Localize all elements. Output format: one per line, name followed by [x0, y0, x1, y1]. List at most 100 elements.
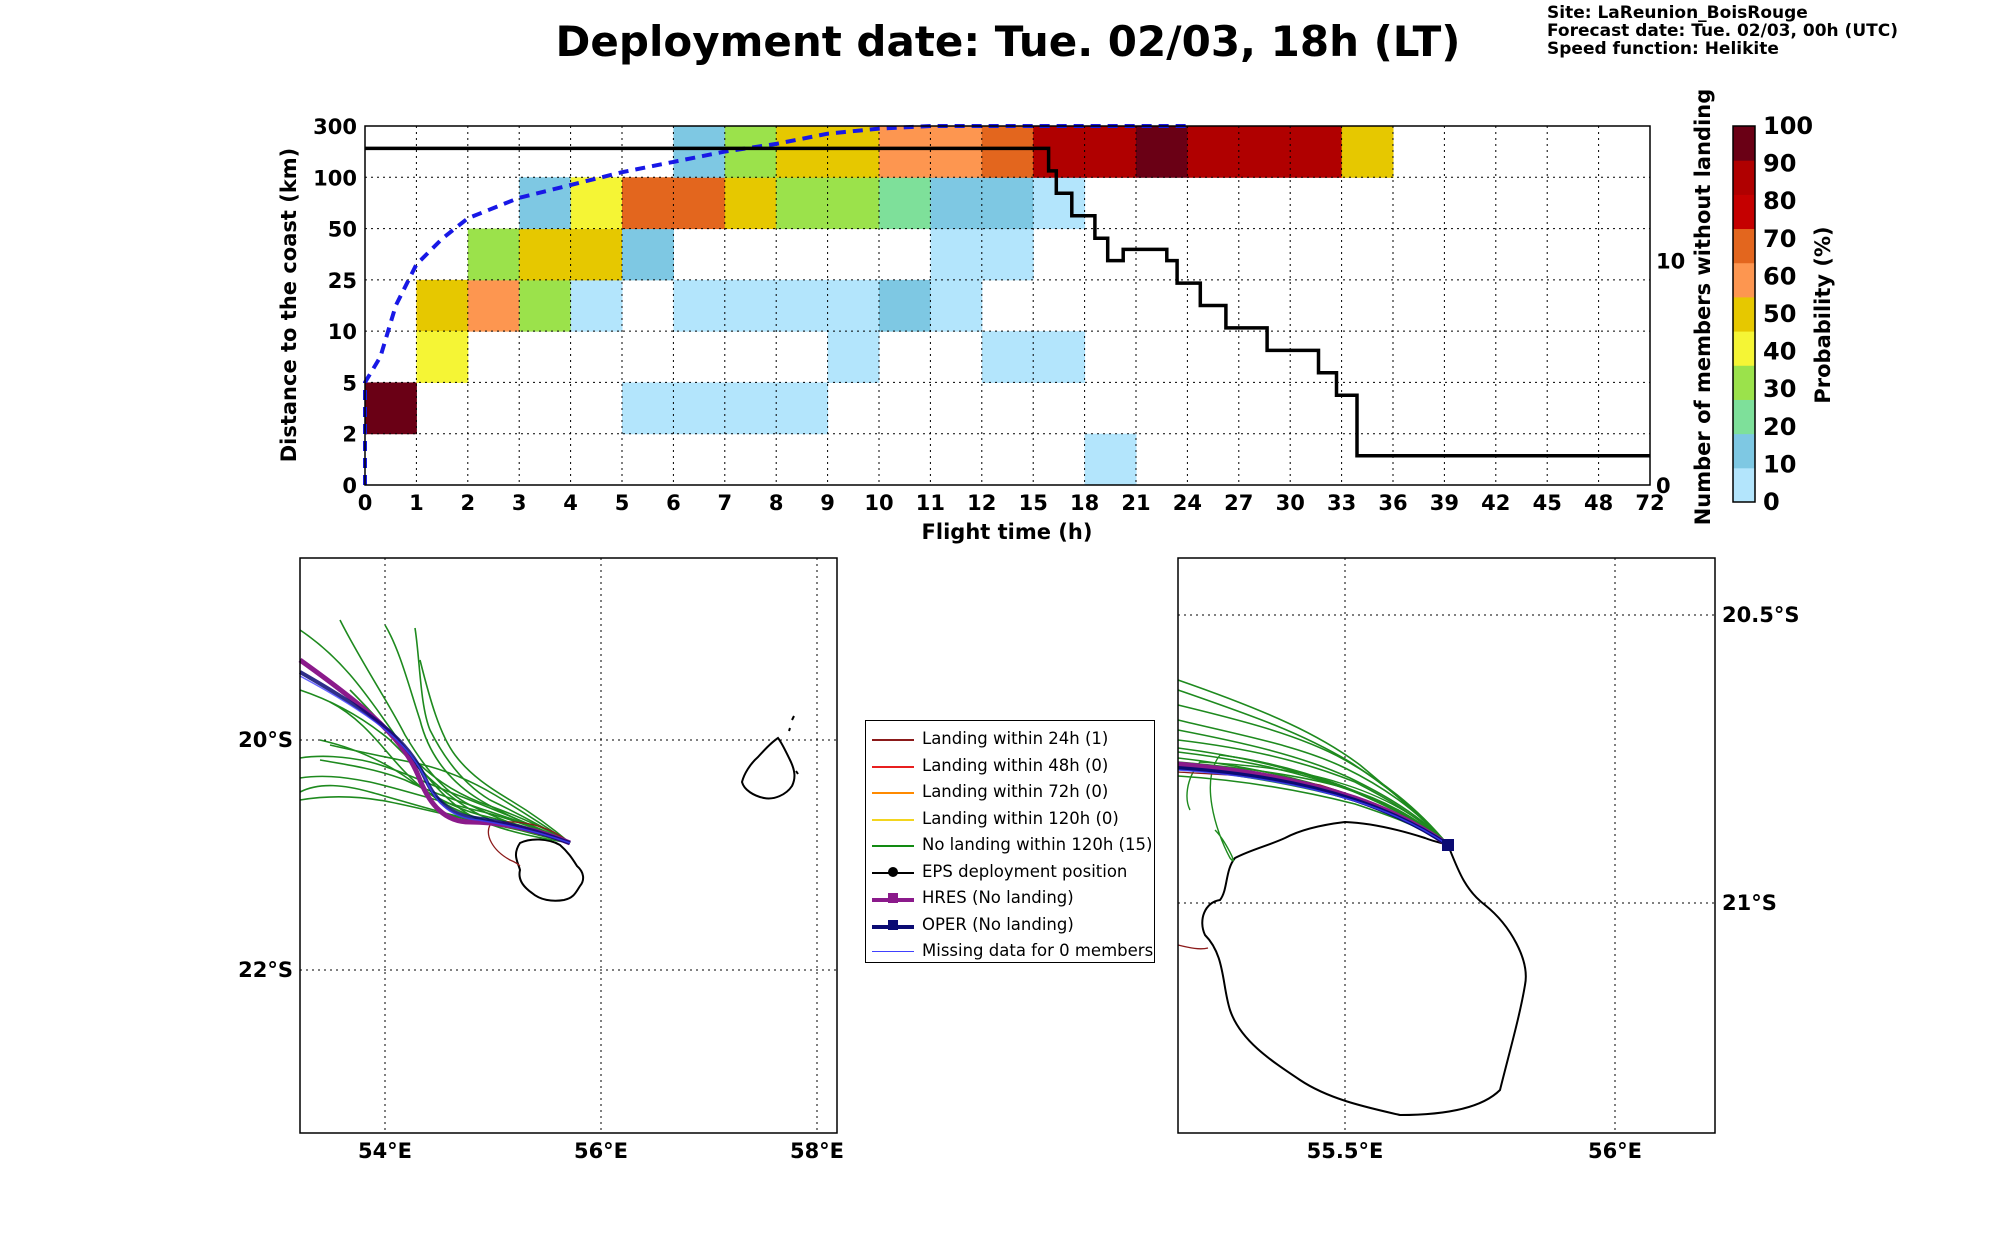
legend-item: EPS deployment position	[866, 860, 1154, 886]
legend-item: Landing within 120h (0)	[866, 807, 1154, 833]
legend-item: Landing within 48h (0)	[866, 754, 1154, 780]
x-tick-label: 42	[1481, 491, 1510, 515]
small-islet-markers	[788, 715, 799, 775]
heatmap-cell	[570, 177, 623, 230]
heatmap-cell	[981, 126, 1034, 178]
map-left-trajectories	[298, 619, 571, 867]
map-right-trajectories	[1177, 679, 1454, 950]
legend-marker	[888, 919, 898, 930]
x-tick-label: 5	[615, 491, 630, 515]
heatmap-cell	[827, 126, 880, 178]
x-tick-label: 7	[717, 491, 732, 515]
heatmap-cell	[724, 279, 777, 332]
colorbar-tick-label: 40	[1763, 338, 1796, 366]
heatmap-cell	[1136, 126, 1188, 178]
reunion-island-outline	[514, 838, 585, 902]
x-tick-label: 36	[1378, 491, 1407, 515]
heatmap-cell	[1033, 177, 1086, 230]
heatmap-cell	[776, 382, 829, 435]
legend-item: HRES (No landing)	[866, 886, 1154, 912]
legend-swatch	[872, 951, 914, 952]
legend-label: No landing within 120h (15)	[922, 835, 1153, 854]
heatmap-cell	[724, 177, 777, 230]
colorbar-tick-label: 10	[1763, 450, 1796, 478]
legend-label: OPER (No landing)	[922, 914, 1074, 934]
heatmap-cell	[570, 228, 623, 281]
x-tick-label: 3	[512, 491, 527, 515]
forecast-label: Forecast date: Tue. 02/03, 00h (UTC)	[1547, 21, 1898, 41]
map-left-tick-labels: 54°E 56°E 58°E 20°S 22°S	[238, 728, 844, 1163]
colorbar-swatch	[1733, 262, 1755, 298]
heatmap-cell	[673, 177, 726, 230]
map-x-tick-label: 58°E	[790, 1139, 844, 1163]
colorbar-frame	[1732, 125, 1756, 503]
y-tick-label: 5	[342, 371, 357, 395]
colorbar-swatch	[1733, 296, 1755, 332]
heatmap-frame	[364, 125, 1651, 486]
heatmap-cell	[519, 279, 572, 332]
x-tick-label: 11	[916, 491, 945, 515]
legend-label: Missing data for 0 members	[922, 941, 1154, 960]
heatmap-cell	[930, 177, 983, 230]
heatmap-cell	[622, 382, 674, 435]
heatmap-cell	[1187, 126, 1240, 178]
heatmap-cell	[467, 279, 520, 332]
heatmap-cell	[827, 177, 880, 230]
y-tick-label: 100	[313, 166, 357, 190]
heatmap-cells	[365, 126, 1394, 486]
colorbar-swatch	[1733, 160, 1755, 195]
legend-marker	[888, 866, 898, 877]
x-tick-label: 24	[1173, 491, 1202, 515]
y-tick-label: 50	[328, 218, 357, 242]
x-tick-label: 30	[1276, 491, 1305, 515]
x-tick-label: 15	[1019, 491, 1048, 515]
heatmap-cell	[879, 177, 931, 230]
colorbar-tick-label: 60	[1763, 262, 1796, 290]
map-right: 55.5°E 56°E 20.5°S 21°S	[1177, 557, 1800, 1163]
heatmap-cell	[416, 279, 469, 332]
colorbar-tick-label: 80	[1763, 187, 1796, 215]
heatmap-cell	[827, 331, 880, 383]
y2-tick-label: 0	[1656, 474, 1671, 498]
map-y-tick-label: 20.5°S	[1722, 603, 1799, 627]
x-tick-label: 39	[1430, 491, 1459, 515]
heatmap-cell	[622, 228, 674, 281]
legend-label: EPS deployment position	[922, 861, 1128, 881]
colorbar-tick-label: 30	[1763, 375, 1796, 403]
legend-swatch	[872, 739, 914, 741]
map-right-frame	[1177, 557, 1716, 1134]
colorbar-tick-label: 50	[1763, 300, 1796, 328]
legend-item: No landing within 120h (15)	[866, 833, 1154, 859]
x-tick-label: 27	[1224, 491, 1253, 515]
x-tick-label: 45	[1533, 491, 1562, 515]
map-y-tick-label: 20°S	[238, 728, 293, 752]
heatmap-cell	[724, 382, 777, 435]
map-x-tick-label: 56°E	[574, 1139, 628, 1163]
heatmap-cell	[776, 177, 829, 230]
x-tick-label: 4	[563, 491, 578, 515]
heatmap-grid	[365, 126, 1650, 485]
heatmap-cell	[827, 279, 880, 332]
colorbar-swatch	[1733, 228, 1755, 264]
map-x-tick-label: 56°E	[1588, 1139, 1642, 1163]
heatmap-cell	[981, 331, 1034, 383]
colorbar-swatch	[1733, 467, 1755, 503]
heatmap-cell	[519, 177, 572, 230]
colorbar-swatch	[1733, 126, 1755, 161]
map-right-tick-labels: 55.5°E 56°E 20.5°S 21°S	[1307, 603, 1800, 1163]
heatmap-cell	[1033, 126, 1086, 178]
x-tick-label: 6	[666, 491, 681, 515]
heatmap-cell	[724, 126, 777, 178]
legend-swatch	[872, 765, 914, 768]
map-y-tick-label: 21°S	[1722, 891, 1777, 915]
x-tick-label: 72	[1635, 491, 1664, 515]
heatmap-cell	[1033, 331, 1086, 383]
legend-label: Landing within 24h (1)	[922, 729, 1109, 748]
map-left: 54°E 56°E 58°E 20°S 22°S	[238, 557, 844, 1163]
legend-swatch	[872, 845, 914, 847]
colorbar-swatch	[1733, 365, 1755, 400]
deployment-marker	[1442, 839, 1454, 851]
heatmap-cell	[930, 279, 983, 332]
y2-tick-label: 10	[1656, 250, 1685, 274]
heatmap-cell	[981, 228, 1034, 281]
